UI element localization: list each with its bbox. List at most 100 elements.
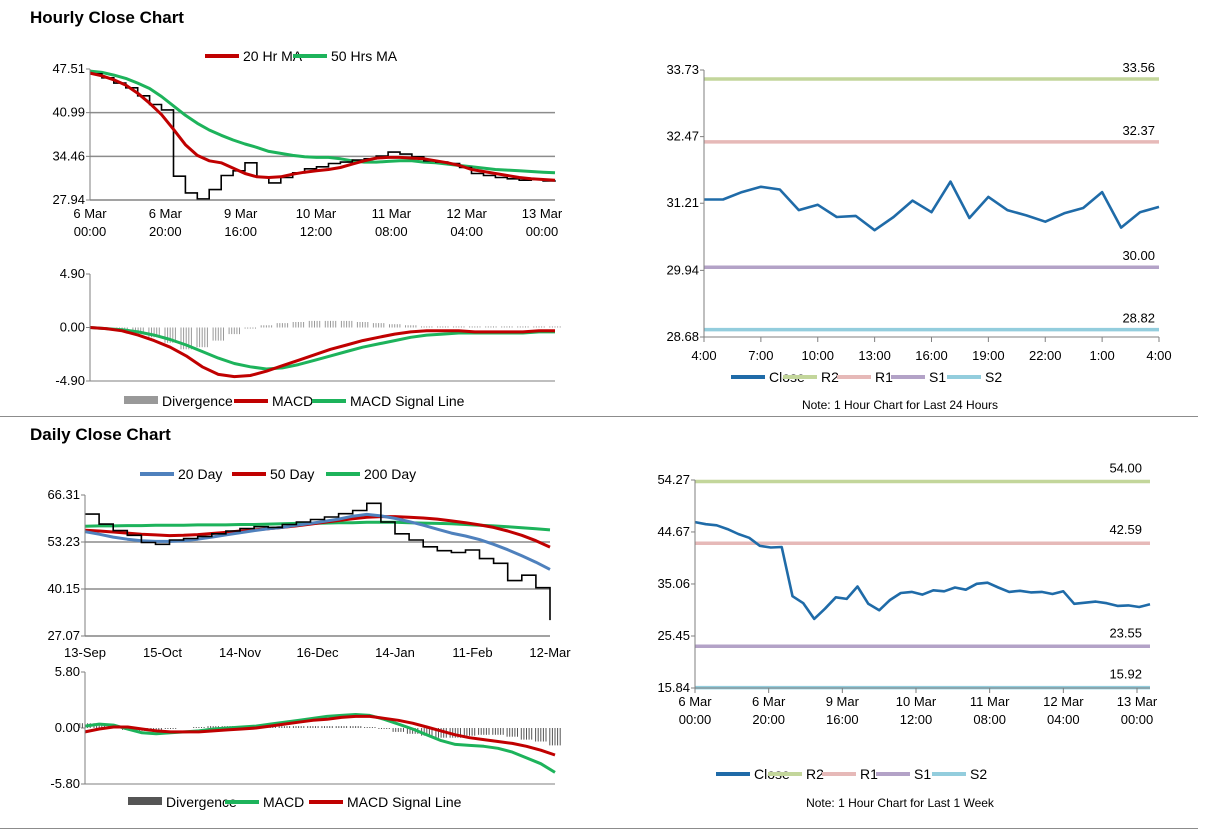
hourly-level-y-tick-label: 32.47	[666, 129, 699, 144]
daily-level-r1-value: 42.59	[1109, 522, 1142, 537]
hourly-macd-legend-label: MACD	[272, 393, 313, 409]
hourly-level-legend-label: S1	[929, 369, 946, 385]
daily-level-y-tick-label: 15.84	[657, 680, 690, 695]
daily-level-y-tick-label: 54.27	[657, 472, 690, 487]
daily-price-chart: 20 Day 50 Day 200 Day 66.31 53.23 40.15 27.07 1…	[47, 466, 571, 660]
hourly-level-legend-label: S2	[985, 369, 1002, 385]
hourly-level-x-tick-label: 13:00	[858, 348, 891, 363]
hourly-price-x-tick-label: 20:00	[149, 224, 182, 239]
hourly-level-s2-value: 28.82	[1122, 311, 1155, 326]
daily-price-x-tick-label: 16-Dec	[297, 645, 339, 660]
daily-price-y-tick-label: 66.31	[47, 487, 80, 502]
bottom-divider	[0, 828, 1198, 829]
hourly-close-line	[90, 73, 556, 200]
hourly-ma20-line	[89, 71, 556, 182]
daily-macd-y-tick-label: 0.00	[55, 720, 80, 735]
hourly-level-r2-value: 33.56	[1122, 60, 1155, 75]
daily-price-legend-label: 200 Day	[364, 466, 416, 482]
daily-level-legend-label: R2	[806, 766, 824, 782]
daily-ma20-line	[84, 512, 551, 571]
daily-level-x-tick-label: 6 Mar	[678, 694, 712, 709]
hourly-macd-legend-swatch	[124, 396, 158, 404]
hourly-level-y-tick-label: 31.21	[666, 195, 699, 210]
daily-level-x-tick-label: 16:00	[826, 712, 859, 727]
hourly-macd-legend-label: MACD Signal Line	[350, 393, 465, 409]
hourly-price-y-tick-label: 27.94	[52, 192, 85, 207]
daily-level-y-tick-label: 35.06	[657, 576, 690, 591]
daily-price-x-tick-label: 13-Sep	[64, 645, 106, 660]
hourly-price-x-tick-label: 9 Mar	[224, 206, 258, 221]
daily-level-y-tick-label: 25.45	[657, 628, 690, 643]
hourly-section-title: Hourly Close Chart	[30, 8, 184, 27]
daily-signal-line	[84, 714, 556, 757]
hourly-level-x-tick-label: 22:00	[1029, 348, 1062, 363]
hourly-level-y-tick-label: 33.73	[666, 62, 699, 77]
daily-price-x-tick-label: 11-Feb	[452, 645, 492, 660]
daily-price-y-tick-label: 53.23	[47, 534, 80, 549]
daily-level-close-line	[694, 520, 1151, 621]
daily-level-legend-label: S1	[914, 766, 931, 782]
daily-macd-legend-swatch	[128, 797, 162, 805]
daily-macd-y-tick-label: 5.80	[55, 664, 80, 679]
daily-level-x-tick-label: 04:00	[1047, 712, 1080, 727]
daily-price-x-tick-label: 14-Nov	[219, 645, 261, 660]
hourly-level-y-tick-label: 28.68	[666, 329, 699, 344]
daily-level-x-tick-label: 00:00	[1121, 712, 1154, 727]
daily-level-x-tick-label: 13 Mar	[1117, 694, 1158, 709]
daily-price-legend-label: 50 Day	[270, 466, 314, 482]
hourly-level-x-tick-label: 19:00	[972, 348, 1005, 363]
daily-price-x-tick-label: 15-Oct	[143, 645, 182, 660]
hourly-price-x-tick-label: 13 Mar	[522, 206, 563, 221]
daily-macd-line	[84, 713, 556, 774]
daily-level-x-tick-label: 9 Mar	[826, 694, 860, 709]
hourly-level-close-line	[704, 180, 1160, 232]
daily-macd-legend-label: MACD Signal Line	[347, 794, 462, 810]
daily-level-x-tick-label: 12 Mar	[1043, 694, 1084, 709]
daily-macd-legend-label: Divergence	[166, 794, 237, 810]
hourly-price-y-tick-label: 47.51	[52, 61, 85, 76]
daily-level-x-tick-label: 20:00	[752, 712, 785, 727]
daily-macd-chart: 5.80 0.00 -5.80 Divergence MACD MACD Signal L…	[50, 664, 561, 810]
hourly-macd-y-tick-label: 0.00	[60, 320, 85, 335]
hourly-price-x-tick-label: 6 Mar	[73, 206, 107, 221]
hourly-macd-y-tick-label: -4.90	[55, 373, 85, 388]
hourly-price-x-tick-label: 12 Mar	[446, 206, 487, 221]
hourly-level-s1-value: 30.00	[1122, 248, 1155, 263]
daily-price-legend-label: 20 Day	[178, 466, 222, 482]
daily-price-x-tick-label: 14-Jan	[375, 645, 415, 660]
daily-price-y-tick-label: 27.07	[47, 628, 80, 643]
daily-close-line	[85, 502, 551, 621]
hourly-level-x-tick-label: 7:00	[748, 348, 773, 363]
hourly-level-chart: 33.73 32.47 31.21 29.94 28.68 33.56 32.37 30.00…	[666, 60, 1171, 412]
daily-level-s2-value: 15.92	[1109, 667, 1142, 682]
daily-level-y-tick-label: 44.67	[657, 524, 690, 539]
hourly-macd-legend-label: Divergence	[162, 393, 233, 409]
hourly-price-y-tick-label: 40.99	[52, 105, 85, 120]
hourly-ma50-line	[89, 69, 556, 175]
hourly-level-x-tick-label: 4:00	[1146, 348, 1171, 363]
hourly-macd-line	[89, 326, 555, 379]
hourly-level-x-tick-label: 4:00	[691, 348, 716, 363]
hourly-price-x-tick-label: 11 Mar	[372, 206, 412, 221]
hourly-price-legend-label: 50 Hrs MA	[331, 48, 398, 64]
daily-level-x-tick-label: 11 Mar	[970, 694, 1010, 709]
hourly-level-y-tick-label: 29.94	[666, 262, 699, 277]
daily-macd-y-tick-label: -5.80	[50, 776, 80, 791]
section-divider	[0, 416, 1198, 417]
hourly-price-x-tick-label: 04:00	[450, 224, 483, 239]
hourly-price-x-tick-label: 6 Mar	[149, 206, 183, 221]
daily-level-r2-value: 54.00	[1109, 460, 1142, 475]
hourly-level-x-tick-label: 1:00	[1089, 348, 1114, 363]
hourly-price-legend-label: 20 Hr MA	[243, 48, 303, 64]
hourly-level-r1-value: 32.37	[1122, 123, 1155, 138]
hourly-level-legend-label: R2	[821, 369, 839, 385]
hourly-price-x-tick-label: 00:00	[526, 224, 559, 239]
hourly-level-legend-label: R1	[875, 369, 893, 385]
hourly-level-note: Note: 1 Hour Chart for Last 24 Hours	[802, 398, 998, 412]
daily-price-y-tick-label: 40.15	[47, 581, 80, 596]
daily-level-legend-label: R1	[860, 766, 878, 782]
hourly-level-x-tick-label: 10:00	[801, 348, 834, 363]
daily-level-x-tick-label: 08:00	[973, 712, 1006, 727]
hourly-price-y-tick-label: 34.46	[52, 148, 85, 163]
